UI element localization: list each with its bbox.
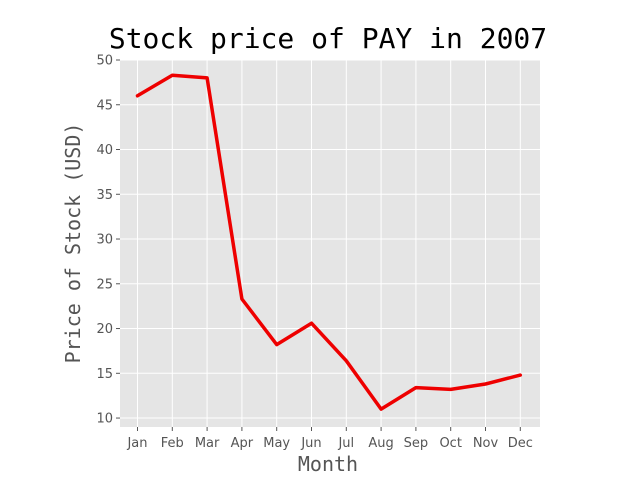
y-tick-label: 45	[96, 98, 113, 113]
y-tick-label: 30	[96, 233, 113, 248]
y-tick-label: 15	[96, 367, 113, 382]
y-tick-label: 35	[96, 188, 113, 203]
x-axis-label: Month	[298, 452, 358, 476]
y-tick-label: 20	[96, 322, 113, 337]
x-tick-label: Nov	[473, 436, 499, 451]
grid-lines	[120, 59, 540, 427]
x-tick-label: Jan	[126, 436, 147, 451]
plot-background	[120, 60, 540, 427]
x-tick-label: Jun	[300, 436, 321, 451]
y-axis-label: Price of Stock (USD)	[61, 123, 85, 364]
y-tick-label: 10	[96, 412, 113, 427]
y-tick-label: 50	[96, 54, 113, 69]
y-tick-label: 25	[96, 277, 113, 292]
x-tick-label: Feb	[161, 436, 184, 451]
x-tick-label: Sep	[404, 436, 429, 451]
x-tick-label: Mar	[195, 436, 220, 451]
y-tick-labels: 10 15 20 25 30 35 40 45 50	[96, 54, 120, 427]
x-tick-label: May	[263, 436, 290, 451]
x-tick-label: Oct	[439, 436, 461, 451]
y-tick-label: 40	[96, 143, 113, 158]
chart-title: Stock price of PAY in 2007	[109, 22, 547, 55]
x-tick-label: Jul	[337, 436, 354, 451]
series-line	[135, 73, 523, 411]
x-tick-labels: Jan Feb Mar Apr May Jun Jul Aug Sep Oct Nov Dec	[126, 427, 533, 451]
x-tick-label: Dec	[508, 436, 533, 451]
x-tick-label: Aug	[368, 436, 393, 451]
x-tick-label: Apr	[231, 436, 254, 451]
